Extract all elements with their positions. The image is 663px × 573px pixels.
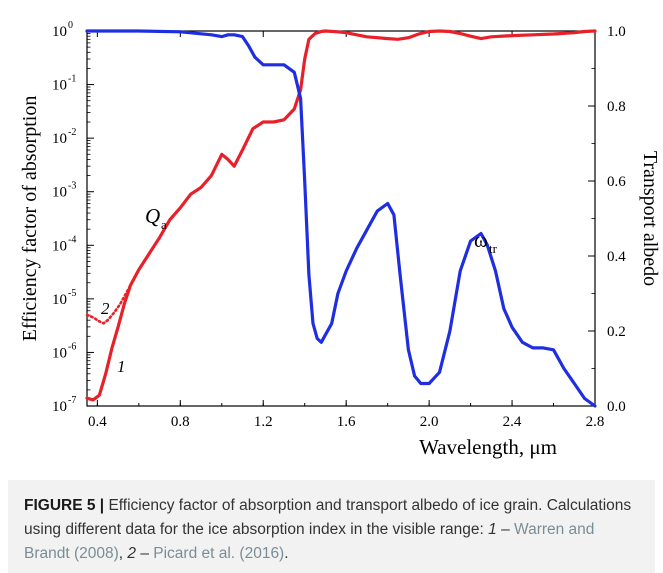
annotation-curve-2: 2 <box>101 299 110 318</box>
figure-caption: FIGURE 5 | Efficiency factor of absorpti… <box>8 480 655 573</box>
annotation-qa-subscript: a <box>161 217 167 232</box>
y-left-tick-label: 10 <box>52 238 67 254</box>
annotation-omega: ω <box>474 228 488 252</box>
series-line-2 <box>85 29 597 408</box>
y-left-tick-label: 10 <box>52 399 67 415</box>
x-axis-label: Wavelength, μm <box>419 435 557 459</box>
y-left-tick-label: 10 <box>52 78 67 94</box>
series-line-1 <box>85 283 132 325</box>
annotation-qa: Q <box>145 204 160 228</box>
y-right-axis-label: Transport albedo <box>639 151 661 286</box>
y-right-tick-label: 0.4 <box>607 249 626 265</box>
y-left-tick-label: 10 <box>52 131 67 147</box>
figure-label: FIGURE 5 | <box>24 497 105 514</box>
reference-link-warren-brandt[interactable]: Warren and Brandt (2008) <box>24 521 595 562</box>
y-left-tick-label: 10 <box>52 345 67 361</box>
y-left-axis-label: Efficiency factor of absorption <box>19 96 41 342</box>
y-right-tick-label: 0.8 <box>607 99 626 115</box>
x-tick-label: 2.8 <box>586 414 605 430</box>
caption-separator-2: – <box>136 545 154 562</box>
y-left-tick-exponent: -7 <box>68 395 76 406</box>
series-line-0 <box>85 29 597 402</box>
x-tick-label: 0.8 <box>171 414 190 430</box>
y-left-tick-exponent: -2 <box>68 127 76 138</box>
y-left-tick-label: 10 <box>52 185 67 201</box>
caption-end: . <box>284 545 289 562</box>
annotation-omega-subscript: tr <box>489 241 498 256</box>
y-right-tick-label: 1.0 <box>607 24 626 40</box>
y-right-tick-label: 0.6 <box>607 174 626 190</box>
y-left-tick-exponent: -4 <box>68 234 76 245</box>
series-layer <box>85 29 597 408</box>
caption-separator-1: – <box>496 521 515 538</box>
y-left-tick-label: 10 <box>52 292 67 308</box>
y-right-tick-label: 0.2 <box>607 324 626 340</box>
x-tick-label: 2.4 <box>503 414 522 430</box>
annotation-curve-1: 1 <box>117 357 126 376</box>
y-right-tick-label: 0.0 <box>607 399 626 415</box>
y-left-tick-exponent: -5 <box>68 288 76 299</box>
caption-item-1-number: 1 <box>488 521 497 538</box>
caption-comma: , <box>118 545 128 562</box>
y-left-tick-exponent: -6 <box>68 341 76 352</box>
x-tick-label: 0.4 <box>88 414 107 430</box>
reference-link-picard[interactable]: Picard et al. (2016) <box>153 545 285 562</box>
x-tick-label: 1.2 <box>254 414 273 430</box>
caption-text: Efficiency factor of absorption and tran… <box>24 497 632 538</box>
y-left-tick-exponent: 0 <box>68 20 73 31</box>
y-left-tick-label: 10 <box>52 24 67 40</box>
caption-item-2-number: 2 <box>127 545 137 562</box>
x-tick-label: 1.6 <box>337 414 356 430</box>
y-left-tick-exponent: -3 <box>68 181 76 192</box>
x-tick-label: 2.0 <box>420 414 439 430</box>
y-left-tick-exponent: -1 <box>68 74 76 85</box>
